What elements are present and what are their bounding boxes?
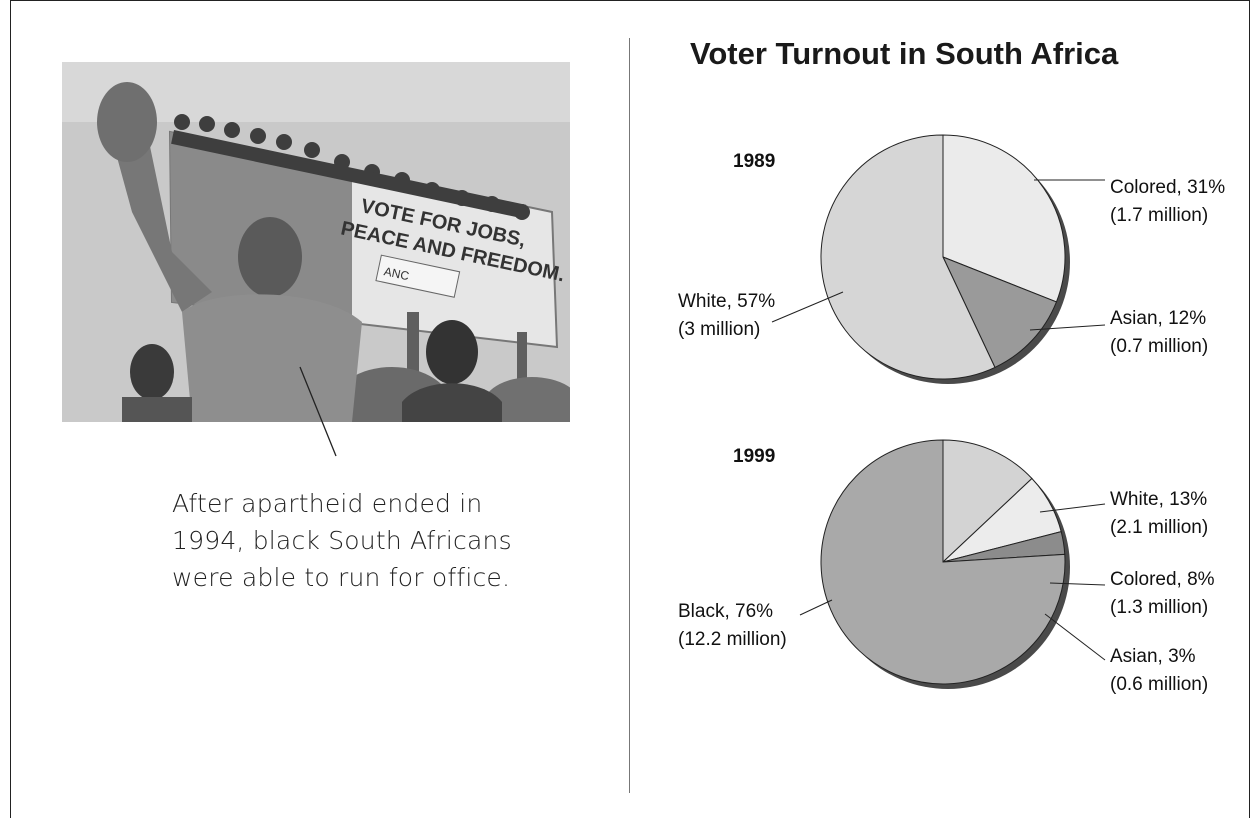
leader-line-1999-black — [799, 599, 833, 616]
chart-title: Voter Turnout in South Africa — [690, 36, 1119, 71]
slice-value-1999-black: (12.2 million) — [678, 629, 787, 650]
slice-value-1989-white: (3 million) — [678, 319, 760, 340]
slice-label-1999-black: Black, 76% — [678, 601, 773, 622]
pie-slices-1999 — [820, 439, 1070, 689]
slice-label-1989-asian: Asian, 12% — [1110, 308, 1206, 329]
photo-mandela-rally: VOTE FOR JOBS, PEACE AND FREEDOM. ANC — [62, 62, 570, 422]
slice-value-1999-white: (2.1 million) — [1110, 517, 1208, 538]
slice-value-1999-asian: (0.6 million) — [1110, 674, 1208, 695]
pie-slices-1989 — [820, 134, 1070, 384]
slice-label-1999-white: White, 13% — [1110, 489, 1207, 510]
leader-line-1999-white — [1039, 503, 1106, 513]
pie-year-label-1989: 1989 — [733, 151, 775, 172]
pie-slice-1999-black — [820, 439, 1066, 685]
slice-value-1989-asian: (0.7 million) — [1110, 336, 1208, 357]
leader-line-1999-asian — [1044, 613, 1106, 661]
caption-line-1: After apartheid ended in — [172, 489, 483, 518]
pie-slice-1999-white — [942, 439, 1033, 564]
caption-line-3: were able to run for office. — [172, 563, 511, 592]
slice-value-1999-colored: (1.3 million) — [1110, 597, 1208, 618]
pie-slice-1989-white — [820, 134, 996, 380]
caption-line-2: 1994, black South Africans — [172, 526, 512, 555]
photo-caption: After apartheid ended in 1994, black Sou… — [172, 485, 632, 596]
column-divider — [629, 38, 630, 793]
leader-line-1999-colored — [1049, 582, 1106, 586]
billboard-badge-text: ANC — [383, 264, 411, 283]
photo-illustration: VOTE FOR JOBS, PEACE AND FREEDOM. ANC — [62, 62, 570, 422]
pie-year-label-1999: 1999 — [733, 446, 775, 467]
slice-label-1989-white: White, 57% — [678, 291, 775, 312]
pie-chart-1999: 1999 White, 13% (2.1 million) Colored, 8… — [678, 439, 1215, 695]
page-frame — [10, 0, 1250, 818]
slice-label-1999-colored: Colored, 8% — [1110, 569, 1215, 590]
leader-line-1989-white — [771, 291, 844, 323]
pie-slice-1989-asian — [942, 256, 1058, 369]
pie-chart-1989: 1989 Colored, 31% (1.7 million) Asian, 1… — [678, 134, 1225, 384]
leader-line-1989-asian — [1029, 324, 1106, 331]
pie-slice-1989-colored — [942, 134, 1066, 303]
slice-label-1999-asian: Asian, 3% — [1110, 646, 1196, 667]
slice-value-1989-colored: (1.7 million) — [1110, 205, 1208, 226]
slice-label-1989-colored: Colored, 31% — [1110, 177, 1225, 198]
